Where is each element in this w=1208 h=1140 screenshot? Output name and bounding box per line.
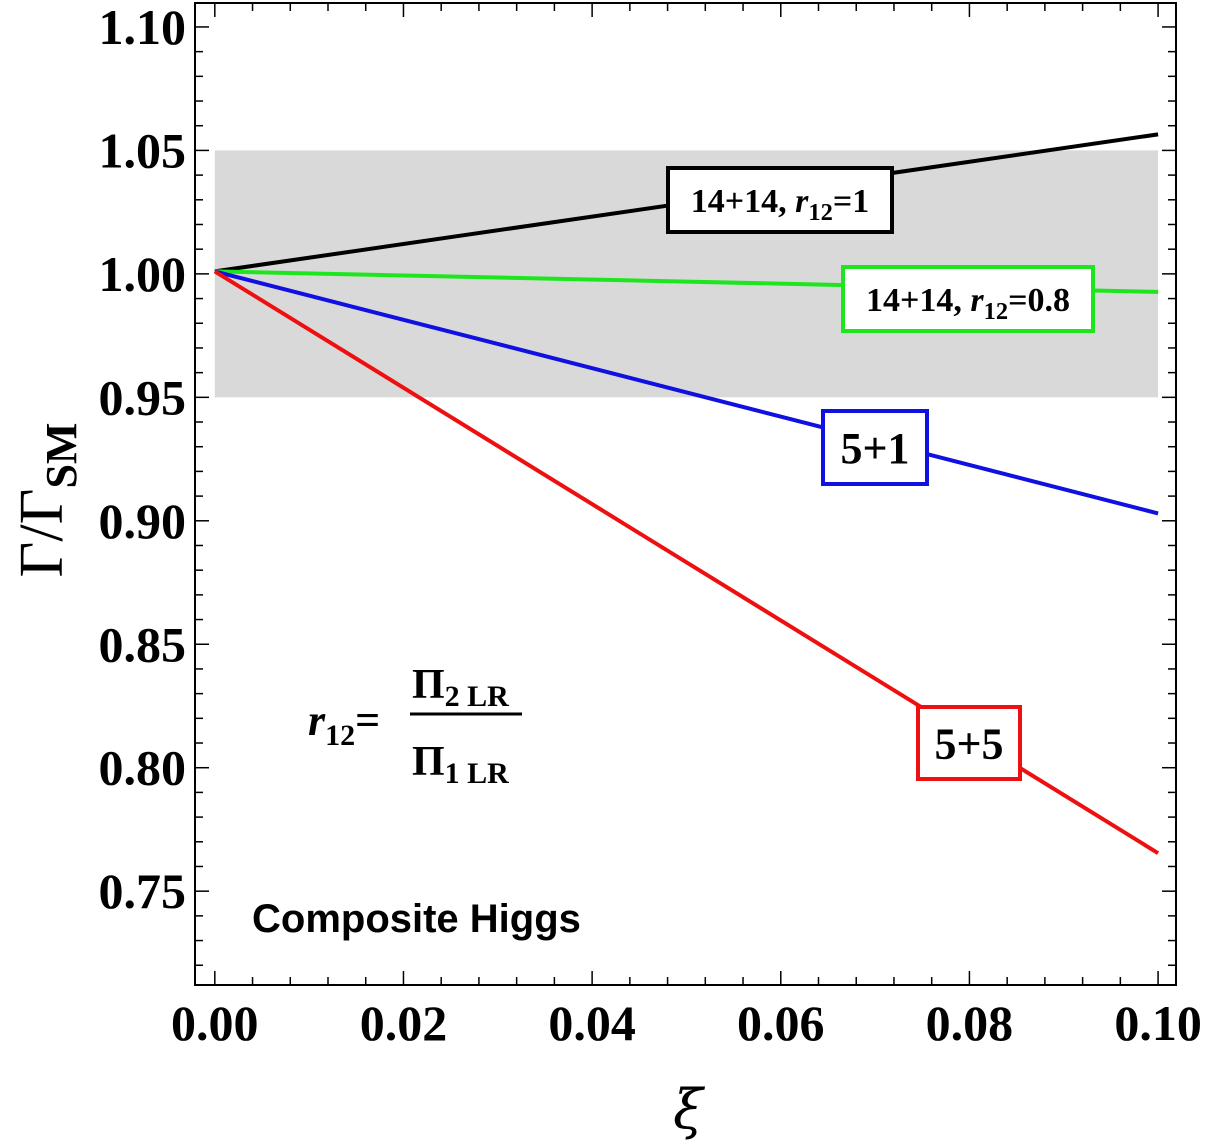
label-main: 5+1 xyxy=(840,424,909,473)
series-label-14-14-r12-1: 14+14, r12=1 xyxy=(691,183,869,226)
series-label-14-14-r12-0-8: 14+14, r12=0.8 xyxy=(866,282,1070,325)
y-tick-label: 0.95 xyxy=(99,369,187,425)
plot-frame xyxy=(194,2,1177,986)
formula-eq: = xyxy=(355,696,380,745)
series-label-box-5-5 xyxy=(916,705,1022,781)
series-line-5-1 xyxy=(214,269,1159,516)
series-label-box-14-14-r12-1 xyxy=(666,166,894,234)
svg-text:Π1 LR: Π1 LR xyxy=(412,739,509,790)
x-axis-label: ξ xyxy=(673,1078,705,1140)
series-label-box-14-14-r12-0-8 xyxy=(841,265,1095,333)
caption-composite-higgs: Composite Higgs xyxy=(252,897,581,941)
label-sub: 12 xyxy=(808,199,832,226)
r12-formula: r12= Π2 LR Π1 LR xyxy=(308,662,522,790)
x-tick-label: 0.08 xyxy=(926,995,1014,1051)
svg-text:Π2 LR: Π2 LR xyxy=(412,662,509,713)
numerator: Π xyxy=(412,662,445,708)
y-tick-label: 0.80 xyxy=(99,740,187,796)
svg-text:r12=: r12= xyxy=(308,696,380,752)
x-tick-label: 0.10 xyxy=(1114,995,1202,1051)
series-label-box-5-1 xyxy=(821,409,929,486)
label-tail: =1 xyxy=(833,183,869,220)
y-axis-label-main: Γ/Γ xyxy=(8,489,76,578)
x-tick-label: 0.06 xyxy=(737,995,825,1051)
y-tick-label: 1.05 xyxy=(99,122,187,178)
y-axis-label: Γ/ΓSM xyxy=(8,423,86,578)
formula-lhs-sub: 12 xyxy=(325,719,355,752)
series-label-5-5: 5+5 xyxy=(934,719,1003,768)
y-axis-label-sub: SM xyxy=(37,423,86,489)
x-tick-label: 0.00 xyxy=(171,995,259,1051)
x-tick-label: 0.04 xyxy=(548,995,636,1051)
svg-text:Γ/ΓSM: Γ/ΓSM xyxy=(8,423,86,578)
numerator-sub: 2 LR xyxy=(445,680,510,713)
y-tick-label: 1.10 xyxy=(99,0,187,55)
label-main: 14+14, xyxy=(691,183,795,220)
label-tail: =0.8 xyxy=(1008,282,1070,319)
formula-lhs: r xyxy=(308,696,326,745)
y-tick-label: 0.85 xyxy=(99,616,187,672)
label-var: r xyxy=(970,282,984,319)
y-tick-label: 1.00 xyxy=(99,246,187,302)
y-tick-label: 0.75 xyxy=(99,863,187,919)
x-tick-label: 0.02 xyxy=(360,995,448,1051)
label-main: 5+5 xyxy=(934,719,1003,768)
denominator-sub: 1 LR xyxy=(445,757,510,790)
label-var: r xyxy=(795,183,809,220)
label-sub: 12 xyxy=(984,298,1008,325)
label-main: 14+14, xyxy=(866,282,970,319)
series-label-5-1: 5+1 xyxy=(840,424,909,473)
y-tick-label: 0.90 xyxy=(99,493,187,549)
denominator: Π xyxy=(412,739,445,785)
